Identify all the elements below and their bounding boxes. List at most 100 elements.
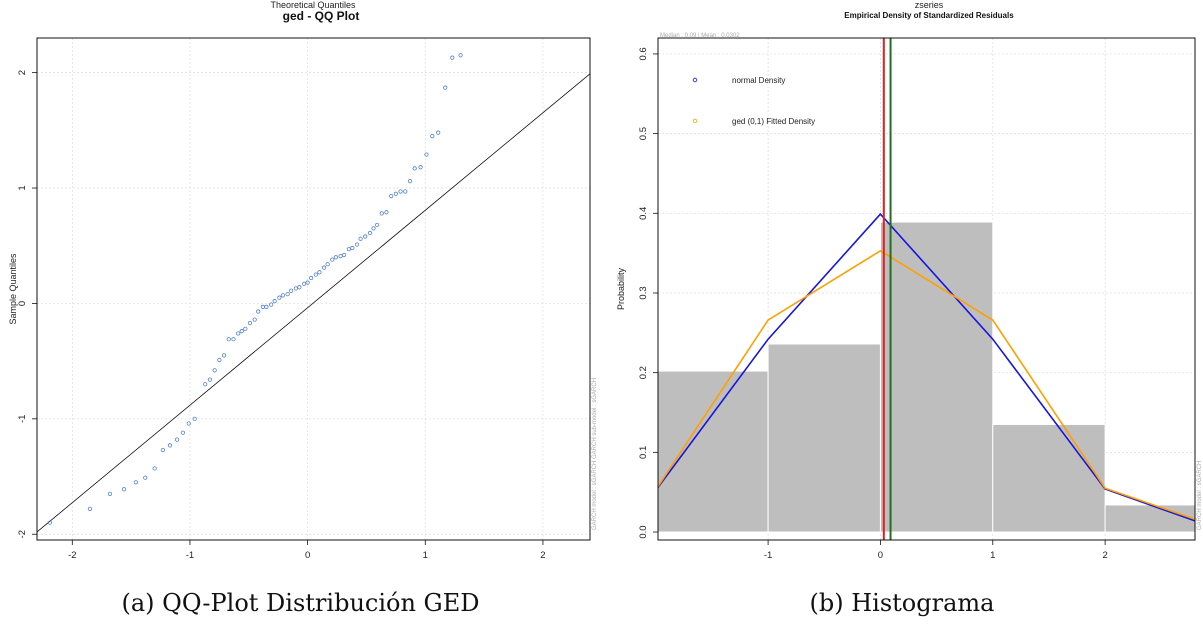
qq-point <box>407 178 413 184</box>
qq-point <box>367 230 373 236</box>
legend-marker-ged <box>692 118 698 124</box>
qq-y-tick-label: -2 <box>17 530 28 538</box>
qq-y-ticks: -2 -1 0 1 2 <box>17 70 37 538</box>
qq-plot-panel: ged - QQ Plot -2 -1 0 1 2 -2 -1 0 1 2 Theoretica… <box>8 0 598 561</box>
qq-point <box>272 299 277 304</box>
legend-label-normal: normal Density <box>732 76 785 85</box>
histogram-y-tick-label: 0.3 <box>638 286 649 299</box>
histogram-side-note: GARCH model : sGARCH <box>1197 461 1203 530</box>
qq-point <box>371 226 376 231</box>
qq-point <box>424 152 429 157</box>
qq-point <box>152 466 157 471</box>
qq-y-tick-label: 1 <box>17 185 28 190</box>
histogram-y-axis-label: Probability <box>616 267 626 310</box>
qq-point <box>207 377 213 382</box>
histogram-x-tick-label: -1 <box>764 550 772 561</box>
qq-point <box>301 281 307 286</box>
legend-marker-normal <box>692 77 698 83</box>
qq-point <box>346 247 351 252</box>
histogram-subtitle: Median : 0.09 | Mean : 0.0302 <box>660 33 740 39</box>
qq-point <box>174 437 180 442</box>
qq-x-axis-label: Theoretical Quantiles <box>270 0 356 10</box>
qq-point <box>236 331 241 336</box>
qq-point <box>341 252 347 258</box>
density-lines <box>657 212 1196 522</box>
qq-point <box>221 353 227 358</box>
qq-point <box>450 55 455 60</box>
qq-point <box>133 480 138 485</box>
qq-point <box>180 430 185 435</box>
histogram-panel: Empirical Density of Standardized Residu… <box>616 0 1203 561</box>
qq-point <box>297 285 302 290</box>
histogram-x-ticks: -1 0 1 2 <box>764 540 1108 561</box>
qq-point <box>309 275 314 281</box>
qq-point <box>333 255 338 260</box>
qq-y-tick-label: 2 <box>17 70 28 75</box>
qq-x-tick-label: -1 <box>186 550 194 561</box>
qq-x-tick-label: 2 <box>540 550 545 561</box>
qq-point <box>412 166 417 171</box>
qq-point <box>389 194 394 199</box>
qq-point <box>247 320 253 326</box>
qq-point <box>192 416 197 421</box>
histogram-x-axis-label: zseries <box>915 0 944 10</box>
qq-point <box>305 280 310 285</box>
qq-y-axis-label: Sample Quantiles <box>8 253 18 325</box>
qq-point <box>239 329 244 334</box>
qq-side-note: GARCH model : sGARCH GARCH sub-model : s… <box>592 378 598 530</box>
qq-point <box>379 211 384 216</box>
qq-point <box>121 487 127 492</box>
qq-point <box>384 210 389 215</box>
histogram-x-tick-label: 1 <box>990 550 995 561</box>
qq-point <box>403 189 408 194</box>
qq-point <box>443 85 448 90</box>
qq-point <box>363 234 368 239</box>
qq-point <box>167 443 173 448</box>
qq-reference-line-segment <box>36 73 591 533</box>
qq-point <box>277 295 282 300</box>
histogram-y-tick-label: 0.1 <box>638 446 649 459</box>
qq-points <box>47 53 463 525</box>
qq-point <box>358 236 363 241</box>
qq-point <box>374 222 380 228</box>
legend-label-ged: ged (0,1) Fitted Density <box>732 117 815 126</box>
qq-point <box>186 421 191 426</box>
qq-y-tick-label: -1 <box>17 415 28 423</box>
qq-x-tick-label: -2 <box>68 550 76 561</box>
qq-point <box>436 130 441 135</box>
qq-gridlines <box>37 38 590 540</box>
histogram-y-tick-label: 0.2 <box>638 366 649 379</box>
histogram-bar <box>657 370 769 533</box>
histogram-bar <box>767 343 881 533</box>
qq-point <box>252 317 257 322</box>
qq-point <box>338 254 343 259</box>
qq-point <box>393 191 398 196</box>
qq-point <box>350 245 355 251</box>
qq-point <box>293 286 298 291</box>
qq-point <box>289 288 294 293</box>
histogram-x-tick-label: 2 <box>1102 550 1107 561</box>
qq-point <box>321 265 327 270</box>
histogram-bar <box>992 423 1106 533</box>
ged-fitted-density-line <box>657 249 1196 521</box>
qq-point <box>317 270 322 275</box>
qq-point <box>203 382 208 387</box>
qq-plot-title: ged - QQ Plot <box>283 9 360 23</box>
qq-point <box>231 337 236 342</box>
qq-point <box>87 506 93 511</box>
qq-point <box>256 309 261 314</box>
figure-canvas: ged - QQ Plot -2 -1 0 1 2 -2 -1 0 1 2 Theoretica… <box>8 0 1203 561</box>
qq-x-tick-label: 1 <box>423 550 428 561</box>
histogram-frame <box>657 37 1196 541</box>
center-lines <box>882 38 892 540</box>
qq-x-ticks: -2 -1 0 1 2 <box>68 540 546 561</box>
qq-point <box>243 326 248 331</box>
qq-point <box>325 262 330 267</box>
qq-point <box>226 337 231 342</box>
qq-point <box>418 165 423 170</box>
qq-point <box>260 304 266 309</box>
qq-plot-frame <box>36 37 591 541</box>
qq-point <box>458 53 463 58</box>
qq-point <box>330 257 335 262</box>
caption-histogram: (b) Histograma <box>809 589 995 617</box>
